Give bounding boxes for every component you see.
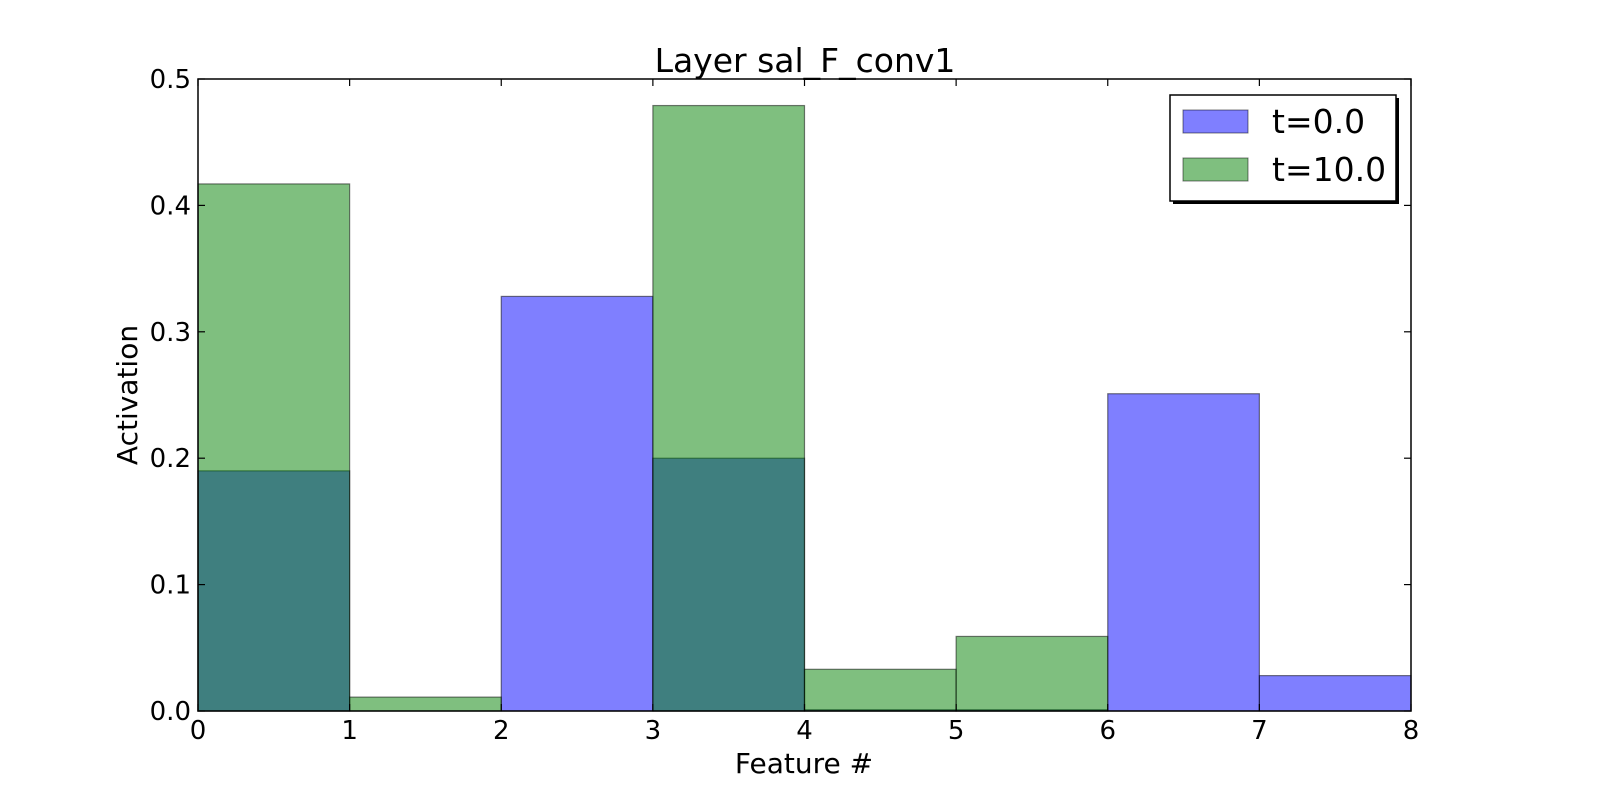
chart-title: Layer sal_F_conv1 (655, 41, 956, 80)
legend-swatch (1182, 157, 1249, 182)
x-tick-label: 4 (796, 716, 813, 746)
y-tick-label: 0.5 (150, 65, 191, 95)
legend-swatch (1182, 109, 1249, 134)
legend: t=0.0 t=10.0 (1169, 94, 1399, 204)
bar-series1-feature0 (197, 183, 351, 712)
bar-series0-feature7 (1258, 675, 1412, 712)
legend-items: t=0.0 t=10.0 (1182, 102, 1386, 189)
bar-series1-feature1 (349, 696, 502, 712)
x-tick-label: 8 (1403, 716, 1420, 746)
plot-area-frame (197, 78, 1412, 712)
tick-labels-layer: 0 1 2 3 4 5 6 7 8 0.0 0.1 0.2 0.3 0.4 0.5 (150, 65, 1420, 746)
bars-layer (197, 104, 1412, 712)
x-tick-label: 5 (948, 716, 965, 746)
y-tick-label: 0.1 (150, 571, 191, 601)
y-tick-label: 0.4 (150, 191, 191, 221)
bar-series1-feature3 (652, 104, 806, 712)
x-tick-label: 3 (645, 716, 662, 746)
x-tick-label: 6 (1099, 716, 1116, 746)
x-tick-label: 7 (1251, 716, 1268, 746)
x-tick-label: 2 (493, 716, 510, 746)
y-tick-label: 0.2 (150, 444, 191, 474)
bar-series0-feature2 (500, 295, 654, 712)
y-tick-label: 0.3 (150, 318, 191, 348)
x-tick-label: 0 (190, 716, 207, 746)
legend-label: t=0.0 (1272, 102, 1365, 141)
bar-series0-feature6 (1107, 393, 1260, 712)
x-axis-title: Feature # (735, 747, 873, 780)
x-tick-label: 1 (341, 716, 358, 746)
y-axis-title: Activation (111, 325, 144, 465)
bar-series1-feature5 (955, 635, 1109, 712)
bar-series1-feature4 (803, 668, 957, 712)
y-tick-label: 0.0 (150, 697, 191, 727)
legend-label: t=10.0 (1272, 150, 1386, 189)
